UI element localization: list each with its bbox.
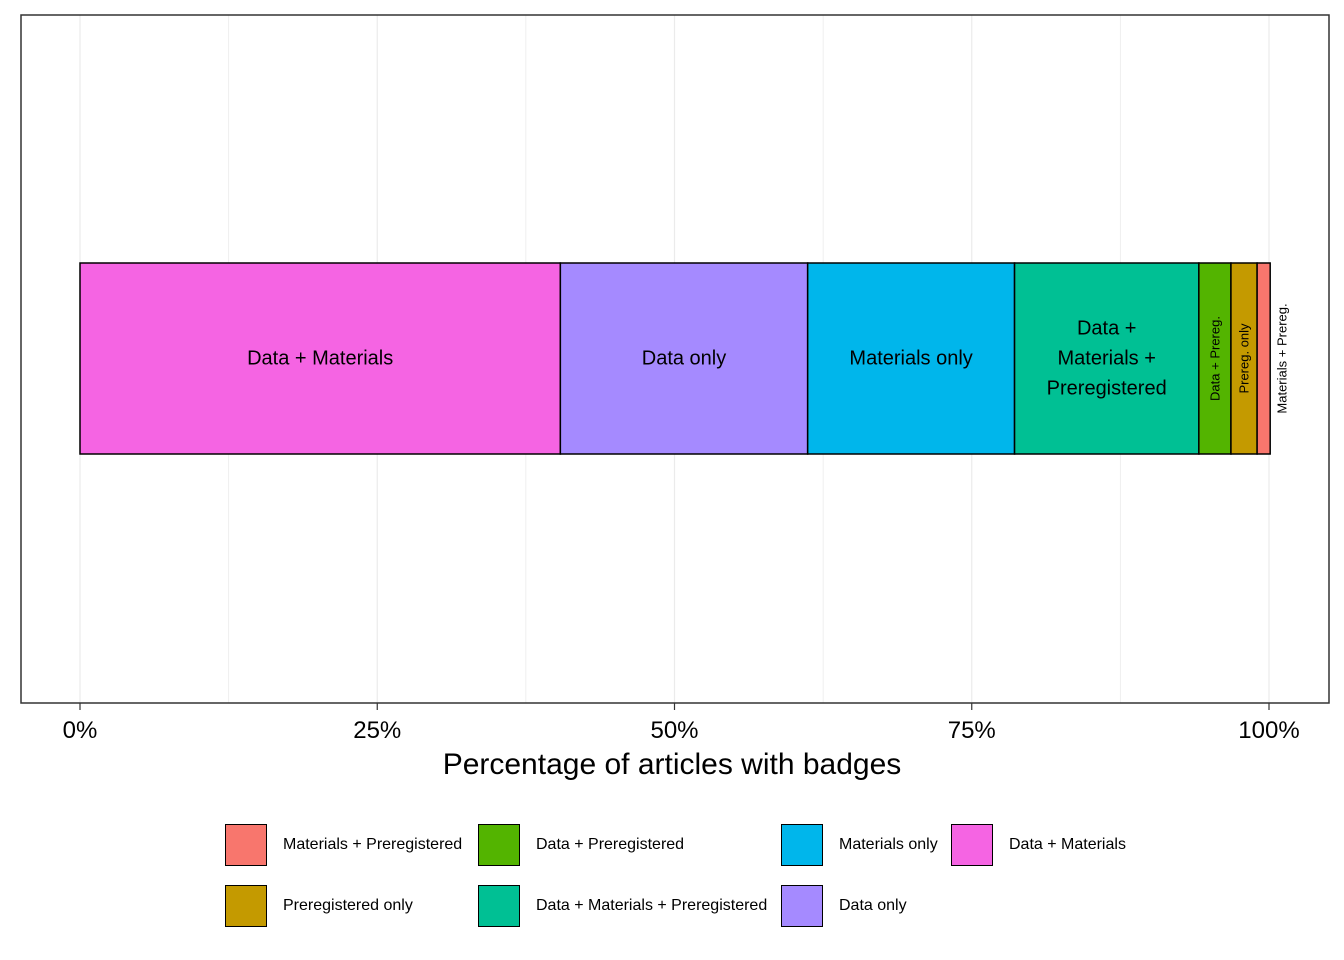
legend-color-key (225, 824, 267, 866)
legend-item: Materials + Preregistered (225, 823, 462, 867)
legend-item: Materials only (781, 823, 938, 867)
legend-item: Data + Materials + Preregistered (478, 884, 767, 928)
x-axis-title: Percentage of articles with badges (442, 748, 902, 781)
legend-label: Materials + Preregistered (283, 836, 463, 853)
x-tick-label: 25% (353, 717, 401, 744)
bar-segment (559, 262, 809, 455)
legend-color-key (781, 824, 823, 866)
bar-segment (1256, 262, 1271, 455)
legend-item: Data only (781, 884, 907, 928)
legend-color-key (951, 824, 993, 866)
legend-label: Materials only (839, 836, 938, 853)
bar-label: Data + Materials (247, 348, 393, 370)
x-tick-label: 100% (1238, 717, 1299, 744)
x-tick-label: 75% (948, 717, 996, 744)
bar-label: Data only (642, 348, 727, 370)
bar-segments (79, 262, 1271, 455)
bar-segment (806, 262, 1016, 455)
legend-item: Preregistered only (225, 884, 413, 928)
legend-label: Data + Materials + Preregistered (536, 897, 768, 914)
legend-color-key (478, 824, 520, 866)
legend-label: Data + Preregistered (536, 836, 685, 853)
legend-item: Data + Materials (951, 823, 1126, 867)
bar-label: Materials + Prereg. (1275, 303, 1290, 413)
bar-label: Data + Prereg. (1207, 316, 1222, 401)
bar-label: Prereg. only (1237, 323, 1252, 394)
bar-segment (1198, 262, 1232, 455)
x-tick-label: 0% (63, 717, 98, 744)
bar-segment (1230, 262, 1258, 455)
legend-color-key (478, 885, 520, 927)
x-tick-label: 50% (650, 717, 698, 744)
legend: Materials + Preregistered Data + Preregis… (225, 823, 1225, 933)
legend-label: Data only (839, 897, 907, 914)
x-axis-ticks: 0% 25% 50% 75% 100% (63, 703, 1300, 744)
legend-item: Data + Preregistered (478, 823, 684, 867)
bar-label: Data + Materials + Preregistered (1047, 318, 1167, 400)
legend-label: Data + Materials (1009, 836, 1126, 853)
legend-color-key (781, 885, 823, 927)
bar-label: Materials only (849, 348, 972, 370)
bar-segment (1013, 262, 1200, 455)
legend-color-key (225, 885, 267, 927)
bar-labels: Data + Materials Data only Materials only D… (247, 303, 1290, 413)
legend-label: Preregistered only (283, 897, 413, 914)
